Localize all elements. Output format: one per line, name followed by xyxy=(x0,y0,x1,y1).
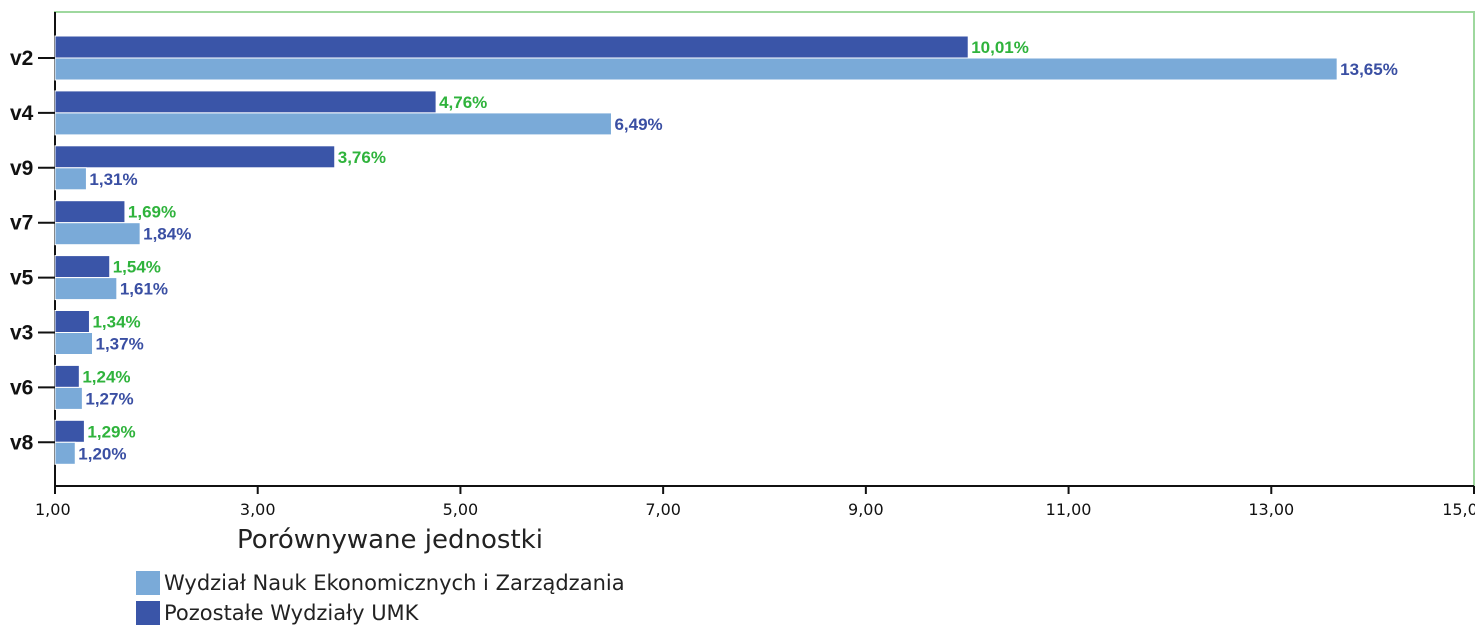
data-label: 1,27% xyxy=(85,389,133,408)
category-label: v9 xyxy=(10,157,33,180)
legend-item-pozostale: Pozostałe Wydziały UMK xyxy=(136,598,625,628)
category-label: v8 xyxy=(10,431,34,454)
category-label: v4 xyxy=(10,102,34,125)
data-label: 13,65% xyxy=(1340,60,1398,79)
data-label: 1,61% xyxy=(120,280,168,299)
legend-item-wneiz: Wydział Nauk Ekonomicznych i Zarządzania xyxy=(136,568,625,598)
x-tick-label: 9,00 xyxy=(848,500,884,519)
category-label: v7 xyxy=(10,212,33,235)
data-label: 1,54% xyxy=(113,258,161,277)
data-label: 1,34% xyxy=(92,313,140,332)
bar xyxy=(54,112,612,136)
plot-border xyxy=(54,11,1475,487)
category-label: v2 xyxy=(10,47,33,70)
data-label: 6,49% xyxy=(614,115,662,134)
x-tick-label: 7,00 xyxy=(645,500,681,519)
x-tick-label: 11,00 xyxy=(1046,500,1092,519)
legend-label-pozostale: Pozostałe Wydziały UMK xyxy=(164,601,419,625)
x-tick-label: 13,00 xyxy=(1248,500,1294,519)
legend: Wydział Nauk Ekonomicznych i Zarządzania… xyxy=(136,568,625,628)
bar xyxy=(54,255,111,279)
legend-label-wneiz: Wydział Nauk Ekonomicznych i Zarządzania xyxy=(164,571,625,595)
data-label: 1,84% xyxy=(143,225,191,244)
x-tick-label: 1,00 xyxy=(35,500,71,519)
bar xyxy=(54,200,126,224)
bar xyxy=(54,167,87,191)
x-tick-label: 3,00 xyxy=(240,500,276,519)
data-label: 1,29% xyxy=(87,422,135,441)
bar xyxy=(54,419,85,443)
bar xyxy=(54,310,90,333)
bar xyxy=(54,35,969,59)
data-label: 1,24% xyxy=(82,367,130,386)
x-tick-label: 5,00 xyxy=(443,500,479,519)
category-label: v5 xyxy=(10,267,34,290)
x-axis-title: Porównywane jednostki xyxy=(237,525,543,555)
data-label: 4,76% xyxy=(439,93,487,112)
data-label: 3,76% xyxy=(338,148,386,167)
data-label: 1,20% xyxy=(78,444,126,463)
category-labels: v2 v4 v9 v7 v5 v3 v6 v8 xyxy=(10,47,55,454)
category-label: v6 xyxy=(10,376,33,399)
plot-frame xyxy=(54,11,1475,487)
bar xyxy=(54,222,141,246)
bars-group: 10,01% 13,65% 4,76% 6,49% 3,76% 1,31% 1,69% 1,8… xyxy=(54,35,1398,465)
bar xyxy=(54,90,437,114)
legend-swatch-wneiz xyxy=(136,571,160,595)
legend-swatch-pozostale xyxy=(136,601,160,625)
bar xyxy=(54,145,336,169)
x-axis-ticks: 1,00 3,00 5,00 7,00 9,00 11,00 13,00 15,00 xyxy=(35,486,1475,519)
bar xyxy=(54,386,83,410)
data-label: 1,69% xyxy=(128,203,176,222)
x-tick-label: 15,00 xyxy=(1442,500,1475,519)
data-label: 1,31% xyxy=(89,170,137,189)
bar xyxy=(54,441,76,465)
bar xyxy=(54,332,94,355)
data-label: 10,01% xyxy=(971,38,1029,57)
bar xyxy=(54,57,1338,81)
category-label: v3 xyxy=(10,322,33,345)
bar xyxy=(54,364,80,388)
bar xyxy=(54,277,118,301)
data-label: 1,37% xyxy=(96,335,144,354)
